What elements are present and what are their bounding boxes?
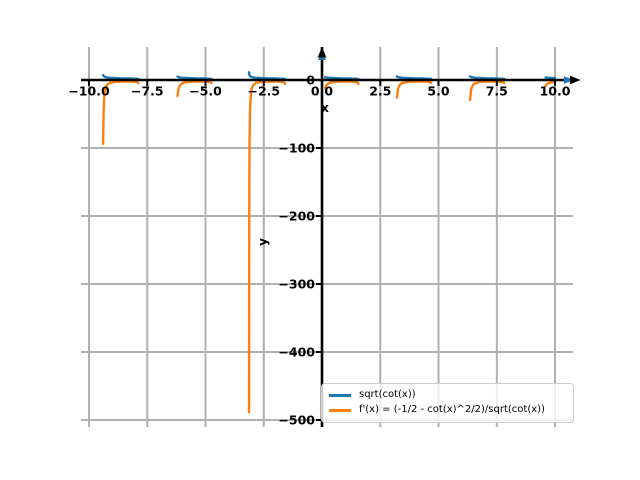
y-tick-label: −300 [278,277,315,292]
x-tick-label: −10.0 [68,84,110,99]
legend-line-swatch-orange [329,409,351,412]
legend-label-derivative: f'(x) = (-1/2 - cot(x)^2/2)/sqrt(cot(x)) [359,404,545,416]
x-tick-label: 7.5 [486,84,508,99]
y-tick-label: 0 [306,73,315,88]
legend: sqrt(cot(x)) f'(x) = (-1/2 - cot(x)^2/2)… [321,383,574,423]
x-tick-label: 10.0 [540,84,571,99]
y-axis-label: y [256,238,270,246]
series-line-sqrt-cot [395,75,433,81]
y-tick-label: −400 [278,345,315,360]
x-axis-arrow-icon [570,75,581,85]
y-axis-arrow-icon [317,47,327,58]
series-line-sqrt-cot [323,75,360,81]
x-axis-label: x [321,101,329,115]
x-tick-label: −2.5 [247,84,280,99]
x-tick-label: 0.0 [311,84,333,99]
series-line-derivative [101,80,140,146]
x-tick-label: −5.0 [189,84,222,99]
series-line-sqrt-cot [101,73,140,81]
y-tick-label: −500 [278,413,315,428]
series-line-sqrt-cot [247,71,287,81]
series-line-sqrt-cot [468,75,506,81]
y-tick-label: −100 [278,141,315,156]
legend-item-derivative: f'(x) = (-1/2 - cot(x)^2/2)/sqrt(cot(x)) [329,404,567,417]
series-line-sqrt-cot [544,76,557,80]
legend-label-sqrt-cot: sqrt(cot(x)) [359,389,416,401]
x-tick-label: 5.0 [427,84,449,99]
series-line-derivative [247,80,287,414]
series-line-derivative [176,80,213,98]
legend-line-swatch-blue [329,394,351,397]
x-axis-arrow-underlay [564,76,574,84]
series-line-derivative [468,80,506,102]
y-tick-label: −200 [278,209,315,224]
x-tick-label: −7.5 [131,84,164,99]
series-line-derivative [323,80,360,90]
legend-item-sqrt-cot: sqrt(cot(x)) [329,389,567,402]
x-tick-label: 2.5 [369,84,391,99]
series-line-derivative [544,80,557,88]
series-line-derivative [395,80,433,100]
